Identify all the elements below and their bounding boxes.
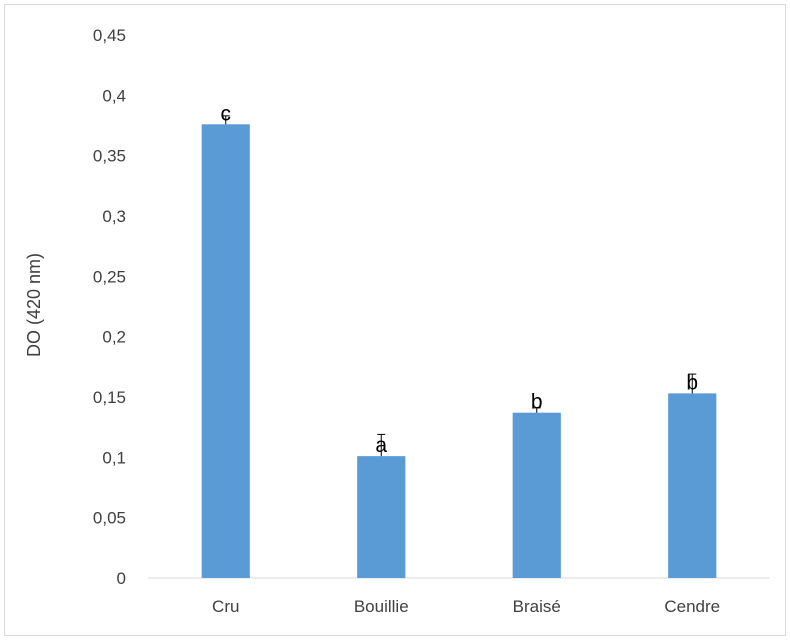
y-tick-label: 0,05 — [93, 509, 126, 528]
y-tick-label: 0 — [117, 569, 126, 588]
significance-label: b — [686, 371, 698, 394]
x-tick-label: Cendre — [664, 597, 720, 616]
error-bars-group — [221, 115, 697, 457]
y-tick-label: 0,15 — [93, 388, 126, 407]
error-bar — [532, 407, 541, 413]
bars-group — [201, 124, 717, 578]
error-bar — [688, 373, 697, 394]
significance-label: a — [375, 434, 387, 457]
x-tick-label: Bouillie — [354, 597, 409, 616]
y-tick-label: 0,25 — [93, 267, 126, 286]
y-tick-label: 0,35 — [93, 147, 126, 166]
error-bar — [377, 433, 386, 457]
bar — [668, 393, 717, 578]
y-tick-label: 0,4 — [102, 86, 126, 105]
y-tick-label: 0,1 — [102, 448, 126, 467]
x-tick-label: Braisé — [513, 597, 561, 616]
error-bar — [221, 115, 230, 125]
y-axis-label: DO (420 nm) — [24, 253, 44, 357]
significance-labels-group: c a b b — [221, 102, 699, 457]
bar — [357, 456, 406, 578]
y-axis-ticks: 0 0,05 0,1 0,15 0,2 0,25 0,3 0,35 0,4 0,45 — [93, 26, 126, 588]
bar — [512, 412, 561, 578]
significance-label: c — [221, 102, 232, 125]
x-axis-ticks: Cru Bouillie Braisé Cendre — [212, 597, 720, 616]
x-tick-label: Cru — [212, 597, 239, 616]
significance-label: b — [531, 391, 543, 414]
y-tick-label: 0,3 — [102, 207, 126, 226]
bar — [201, 124, 250, 578]
y-tick-label: 0,2 — [102, 328, 126, 347]
y-tick-label: 0,45 — [93, 26, 126, 45]
